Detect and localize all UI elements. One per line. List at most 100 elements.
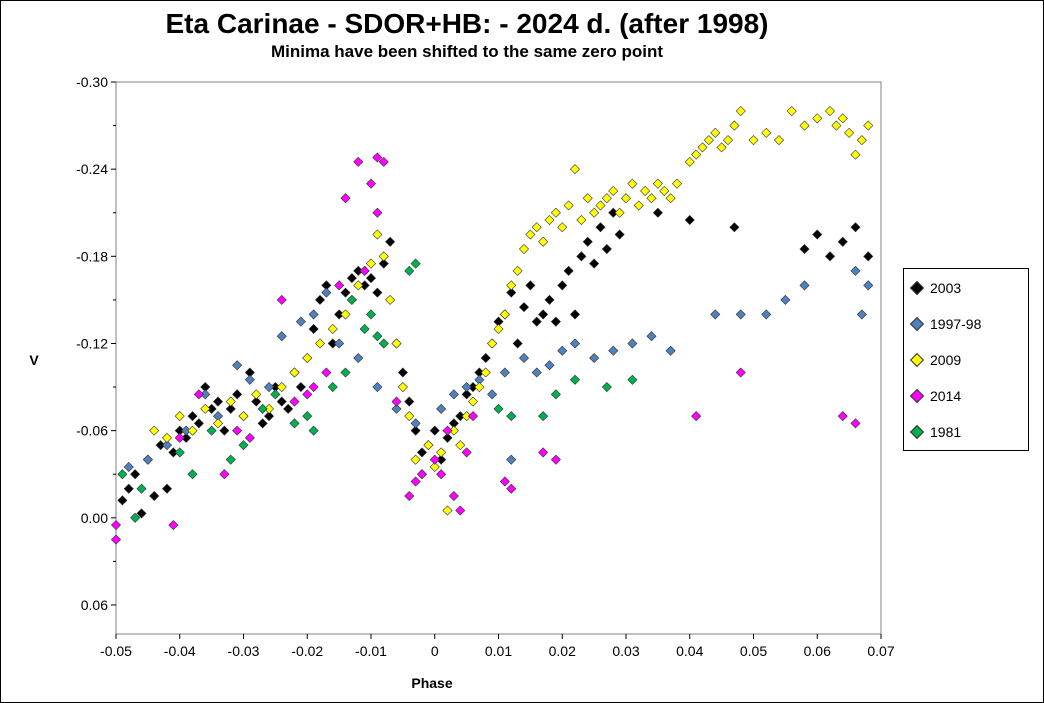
data-point: [117, 469, 128, 480]
data-point: [780, 294, 791, 305]
data-point: [442, 425, 453, 436]
data-points: [110, 106, 874, 545]
data-point: [372, 207, 383, 218]
data-point: [557, 345, 568, 356]
data-point: [550, 316, 561, 327]
y-axis-label: V: [29, 352, 39, 368]
data-point: [219, 425, 230, 436]
chart-subtitle: Minima have been shifted to the same zer…: [270, 42, 663, 61]
series-1981: [117, 258, 638, 523]
data-point: [117, 495, 128, 506]
data-point: [710, 127, 721, 138]
data-point: [276, 382, 287, 393]
data-point: [569, 164, 581, 175]
data-point: [206, 425, 217, 436]
data-point: [308, 323, 319, 334]
data-point: [372, 287, 383, 298]
data-point: [340, 287, 351, 298]
y-axis: -0.30 -0.24 -0.18 -0.12 -0.06 0.00 0.06: [76, 74, 116, 613]
data-point: [161, 440, 173, 451]
data-point: [608, 185, 619, 196]
legend-marker: [909, 352, 925, 368]
data-point: [283, 403, 294, 414]
data-point: [735, 309, 746, 320]
data-point: [544, 360, 555, 371]
data-point: [589, 258, 600, 269]
data-point: [385, 294, 396, 305]
data-point: [538, 236, 549, 247]
data-point: [569, 338, 581, 349]
data-point: [506, 287, 517, 298]
data-point: [461, 382, 472, 393]
data-point: [187, 425, 198, 436]
data-point: [174, 432, 185, 443]
data-point: [448, 490, 459, 502]
data-point: [761, 127, 772, 138]
data-point: [295, 316, 306, 327]
data-point: [856, 309, 867, 320]
data-point: [378, 251, 389, 262]
data-point: [506, 411, 517, 422]
data-point: [531, 316, 542, 327]
data-point: [404, 396, 415, 407]
data-point: [308, 309, 319, 320]
data-point: [442, 505, 453, 516]
data-point: [665, 193, 676, 204]
data-point: [416, 447, 428, 458]
data-point: [327, 323, 338, 334]
x-tick-label: -0.01: [355, 643, 387, 659]
data-point: [410, 418, 421, 429]
data-point: [257, 418, 268, 429]
data-point: [550, 454, 561, 465]
data-point: [410, 425, 421, 436]
legend-label: 2014: [930, 388, 962, 404]
data-point: [238, 411, 249, 422]
data-point: [620, 193, 632, 204]
data-point: [276, 331, 287, 342]
data-point: [627, 338, 638, 349]
x-tick-label: -0.03: [228, 643, 260, 659]
plot-area: [115, 81, 882, 635]
legend-label: 2009: [930, 352, 962, 368]
x-tick-label: 0.05: [740, 643, 767, 659]
data-point: [308, 425, 319, 436]
data-point: [831, 120, 842, 131]
data-point: [531, 222, 542, 233]
data-point: [480, 367, 491, 378]
data-point: [142, 454, 153, 465]
data-point: [544, 294, 555, 305]
data-point: [251, 389, 262, 400]
data-point: [538, 447, 549, 458]
data-point: [538, 411, 549, 422]
data-point: [378, 338, 389, 349]
data-point: [518, 302, 530, 313]
data-point: [263, 411, 275, 422]
series-1997-98: [123, 265, 874, 472]
data-point: [563, 200, 574, 211]
data-point: [640, 185, 651, 196]
legend-item: 2009: [909, 350, 962, 370]
x-axis-label: Phase: [411, 675, 452, 691]
data-point: [340, 193, 351, 204]
x-tick-label: 0.07: [867, 643, 894, 659]
data-point: [812, 229, 823, 240]
data-point: [232, 425, 243, 436]
data-point: [391, 403, 402, 414]
data-point: [684, 156, 695, 167]
data-point: [646, 331, 657, 342]
data-point: [544, 214, 555, 226]
data-point: [212, 418, 224, 429]
data-point: [837, 113, 848, 124]
data-point: [455, 505, 466, 516]
data-point: [538, 309, 549, 320]
data-point: [372, 331, 383, 342]
y-tick-label: -0.24: [76, 161, 108, 177]
data-point: [824, 251, 836, 262]
data-point: [525, 280, 536, 291]
data-point: [187, 469, 198, 480]
data-point: [385, 236, 396, 247]
data-point: [487, 389, 498, 400]
data-point: [429, 425, 440, 436]
data-point: [601, 193, 612, 204]
data-point: [136, 508, 147, 519]
